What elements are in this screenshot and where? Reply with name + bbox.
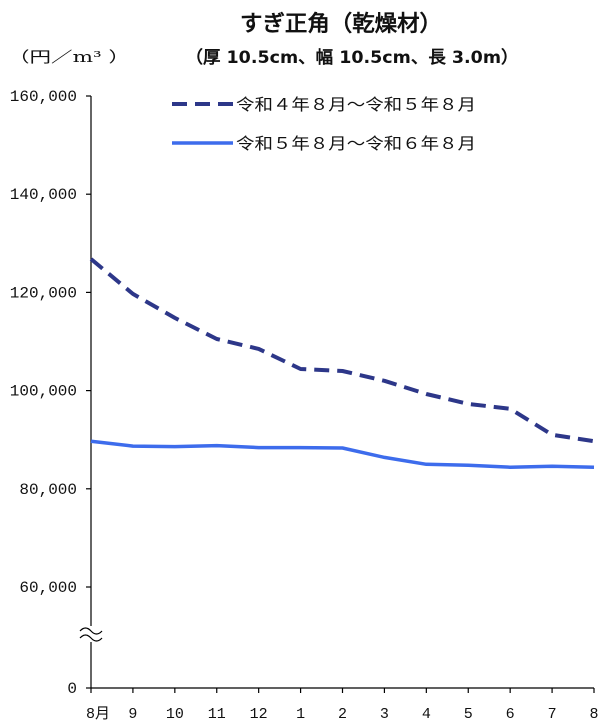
y-tick-label: 0 xyxy=(67,680,77,698)
x-tick-label: 11 xyxy=(208,706,226,723)
x-tick-label: 1 xyxy=(296,706,305,723)
x-tick-label: 8 xyxy=(589,706,598,723)
x-tick-label: 8月 xyxy=(86,706,110,723)
x-tick-label: 10 xyxy=(166,706,184,723)
chart-title: すぎ正角（乾燥材） xyxy=(240,11,442,37)
x-tick-label: 9 xyxy=(128,706,137,723)
axis-break-wave-upper xyxy=(79,627,103,635)
series-lines xyxy=(89,257,595,469)
legend-label-dashed: 令和４年８月～令和５年８月 xyxy=(236,95,476,114)
x-tick-label: 7 xyxy=(548,706,557,723)
axis-break-mark xyxy=(79,627,103,642)
y-tick-label: 120,000 xyxy=(10,284,77,302)
series-line-solid xyxy=(90,439,595,469)
y-tick-label: 100,000 xyxy=(10,383,77,401)
series-line-dashed xyxy=(89,257,595,444)
y-tick-label: 140,000 xyxy=(10,186,77,204)
x-axis-ticks: 8月 9 10 11 12 1 2 3 4 5 6 7 8 xyxy=(86,688,599,723)
legend: 令和４年８月～令和５年８月 令和５年８月～令和６年８月 xyxy=(172,95,476,153)
x-tick-label: 2 xyxy=(338,706,347,723)
x-tick-label: 12 xyxy=(250,706,268,723)
y-tick-label: 60,000 xyxy=(19,579,77,597)
x-tick-label: 4 xyxy=(422,706,431,723)
y-axis-ticks: 0 60,000 80,000 100,000 120,000 140,000 160,00… xyxy=(10,88,91,698)
legend-label-solid: 令和５年８月～令和６年８月 xyxy=(236,134,476,153)
y-tick-label: 160,000 xyxy=(10,88,77,106)
y-tick-label: 80,000 xyxy=(19,481,77,499)
x-tick-label: 5 xyxy=(464,706,473,723)
chart-subtitle: （厚 10.5cm、幅 10.5cm、長 3.0m） xyxy=(186,47,519,68)
x-tick-label: 6 xyxy=(506,706,515,723)
axis-break-wave-lower xyxy=(79,634,103,642)
axes xyxy=(79,96,594,689)
x-tick-label: 3 xyxy=(380,706,389,723)
y-axis-unit-label: （円／m³ ） xyxy=(8,48,130,66)
